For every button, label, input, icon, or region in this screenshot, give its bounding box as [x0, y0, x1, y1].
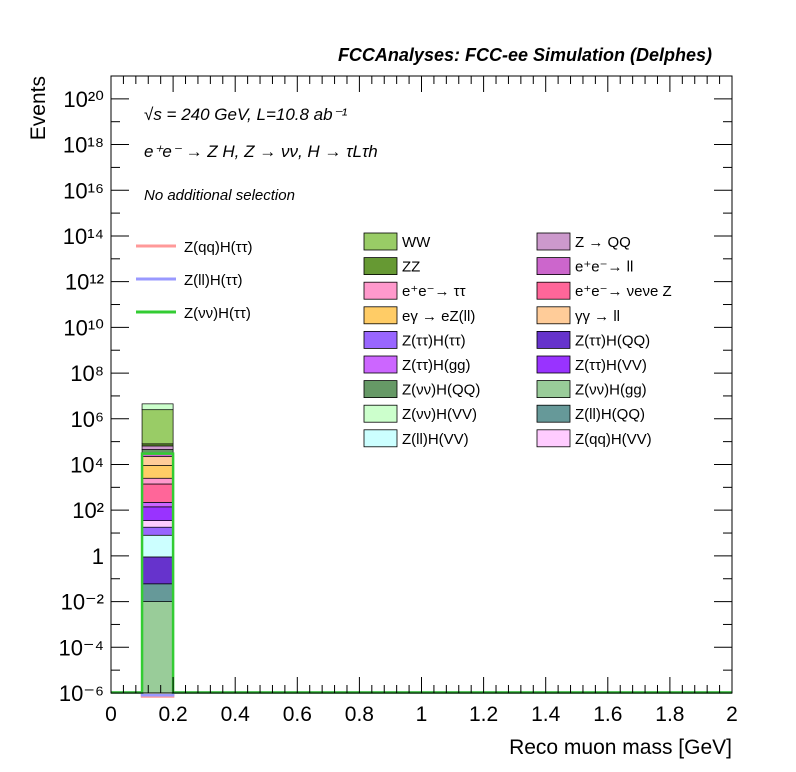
- x-tick-label: 1: [416, 703, 428, 726]
- legend-swatch-ll: [536, 306, 571, 325]
- y-tick-label: 10⁻⁴: [58, 635, 104, 660]
- legend-swatch-z-h-gg: [363, 355, 398, 374]
- x-tick-labels: 0 0.2 0.4 0.6 0.8 1 1.2 1.4 1.6 1.8 2: [105, 703, 738, 726]
- x-tick-label: 0.6: [283, 703, 312, 726]
- signal-layer: [111, 452, 732, 698]
- legend-swatch-e-e: [363, 281, 398, 300]
- legend-label-z-h-gg: Z(ττ)H(gg): [402, 357, 471, 374]
- y-tick-label: 10¹⁰: [63, 315, 104, 340]
- y-tick-label: 10¹⁶: [63, 178, 104, 203]
- stack-segment-e-e-9: [141, 477, 174, 485]
- legend-label-z-h: Z(νν)H(ττ): [184, 305, 251, 322]
- stack-segment-z-qq-h-vv-5: [141, 520, 174, 528]
- legend-swatch-e-ez-ll: [363, 306, 398, 325]
- y-tick-label: 10⁴: [70, 452, 104, 477]
- legend-label-z-h-vv: Z(νν)H(VV): [402, 406, 477, 423]
- x-tick-label: 0.8: [345, 703, 374, 726]
- annotation-process: e⁺e⁻ → Z H, Z → νν, H → τLτh: [144, 142, 378, 161]
- stack-segment-z-qq-14: [141, 445, 174, 450]
- stack-segment-z-h-vv-17: [141, 403, 174, 411]
- annotation-energy: √s = 240 GeV, L=10.8 ab⁻¹: [144, 105, 348, 124]
- legend-swatch-e-e-e-e-z: [536, 281, 571, 300]
- stack-segment-ww-16: [141, 409, 174, 445]
- y-tick-label: 1: [92, 544, 104, 569]
- signal-line-z-h: [111, 452, 732, 694]
- legend-label-e-ez-ll: eγ → eZ(ll): [402, 308, 475, 325]
- y-tick-label: 10¹⁴: [63, 224, 104, 249]
- legend-swatch-zz: [363, 257, 398, 276]
- stack-segment-e-ez-ll-10: [141, 465, 174, 479]
- header-title: FCCAnalyses: FCC-ee Simulation (Delphes): [338, 45, 712, 65]
- y-tick-label: 10¹⁸: [63, 133, 104, 158]
- y-tick-label: 10²: [72, 498, 104, 523]
- legend-label-ww: WW: [402, 234, 431, 251]
- legend-label-z-h: Z(ττ)H(ττ): [402, 332, 466, 349]
- x-axis-label: Reco muon mass [GeV]: [509, 736, 732, 759]
- legend-swatch-z-h: [363, 330, 398, 349]
- y-tick-labels: 10⁻⁶ 10⁻⁴ 10⁻² 1 10² 10⁴ 10⁶ 10⁸ 10¹⁰ 10¹² 10¹⁴ 10¹…: [58, 87, 104, 706]
- legend-label-z-h-qq: Z(ττ)H(QQ): [575, 332, 650, 349]
- legend-label-z-qq: Z → QQ: [575, 234, 631, 251]
- legend-swatch-ww: [363, 232, 398, 251]
- legend-signals: Z(qq)H(ττ) Z(ll)H(ττ) Z(νν)H(ττ): [136, 239, 253, 322]
- legend-swatch-z-ll-h-qq: [536, 404, 571, 423]
- stack-segment-z-h-gg-7: [141, 502, 174, 508]
- legend-swatch-z-h-vv: [363, 404, 398, 423]
- legend-label-e-e-ll: e⁺e⁻→ ll: [575, 259, 633, 276]
- stack-segment-z-ll-h-vv-3: [141, 534, 174, 558]
- legend-label-z-qq-h-vv: Z(qq)H(VV): [575, 431, 652, 448]
- x-tick-label: 1.2: [469, 703, 498, 726]
- x-tick-label: 1.4: [531, 703, 561, 726]
- y-tick-label: 10⁻²: [61, 590, 104, 615]
- stack-segment-z-h-gg-0: [141, 601, 174, 694]
- legend-label-z-qq-h: Z(qq)H(ττ): [184, 239, 253, 256]
- stack-segment-z-h-4: [141, 526, 174, 536]
- legend-label-z-h-qq: Z(νν)H(QQ): [402, 382, 480, 399]
- legend-label-z-ll-h-vv: Z(ll)H(VV): [402, 431, 469, 448]
- y-tick-label: 10⁻⁶: [59, 681, 104, 706]
- legend-swatch-z-ll-h-vv: [363, 429, 398, 448]
- legend-label-ll: γγ → ll: [575, 308, 620, 325]
- tick-layer: [110, 75, 733, 694]
- stack-segment-e-e-e-e-z-8: [141, 483, 174, 503]
- x-tick-label: 1.8: [655, 703, 684, 726]
- x-tick-label: 0: [105, 703, 117, 726]
- legend-label-e-e: e⁺e⁻→ ττ: [402, 283, 466, 300]
- y-tick-label: 10⁶: [70, 407, 104, 432]
- x-tick-label: 2: [726, 703, 738, 726]
- x-tick-label: 0.2: [158, 703, 187, 726]
- legend-swatch-z-qq-h-vv: [536, 429, 571, 448]
- stack-segment-z-h-qq-2: [141, 556, 174, 585]
- stack-segment-z-h-vv-6: [141, 506, 174, 521]
- legend-swatch-z-h-gg: [536, 380, 571, 399]
- legend-label-z-ll-h-qq: Z(ll)H(QQ): [575, 406, 645, 423]
- y-axis-label: Events: [27, 76, 50, 140]
- stack-segment-ll-11: [141, 456, 174, 466]
- x-tick-label: 1.6: [593, 703, 622, 726]
- stack-layer: [141, 403, 174, 694]
- legend-label-zz: ZZ: [402, 259, 420, 276]
- legend-swatch-z-qq: [536, 232, 571, 251]
- stack-segment-z-ll-h-qq-1: [141, 583, 174, 602]
- legend-label-z-h-vv: Z(ττ)H(VV): [575, 357, 647, 374]
- y-tick-label: 10⁸: [70, 361, 104, 386]
- y-tick-label: 10²⁰: [63, 87, 104, 112]
- legend-label-e-e-e-e-z: e⁺e⁻→ νeνe Z: [575, 283, 672, 300]
- legend-swatch-z-h-qq: [363, 380, 398, 399]
- legend-label-z-h-gg: Z(νν)H(gg): [575, 382, 647, 399]
- legend-swatch-z-h-vv: [536, 355, 571, 374]
- y-tick-label: 10¹²: [65, 270, 104, 295]
- legend-backgrounds: WW Z → QQ ZZ e⁺e⁻→ ll e⁺e⁻→ ττ e⁺e⁻→ νeνe Z eγ…: [363, 232, 672, 448]
- legend-label-z-ll-h: Z(ll)H(ττ): [184, 272, 243, 289]
- annotation-selection: No additional selection: [144, 187, 295, 204]
- legend-swatch-z-h-qq: [536, 330, 571, 349]
- x-tick-label: 0.4: [221, 703, 251, 726]
- legend-swatch-e-e-ll: [536, 257, 571, 276]
